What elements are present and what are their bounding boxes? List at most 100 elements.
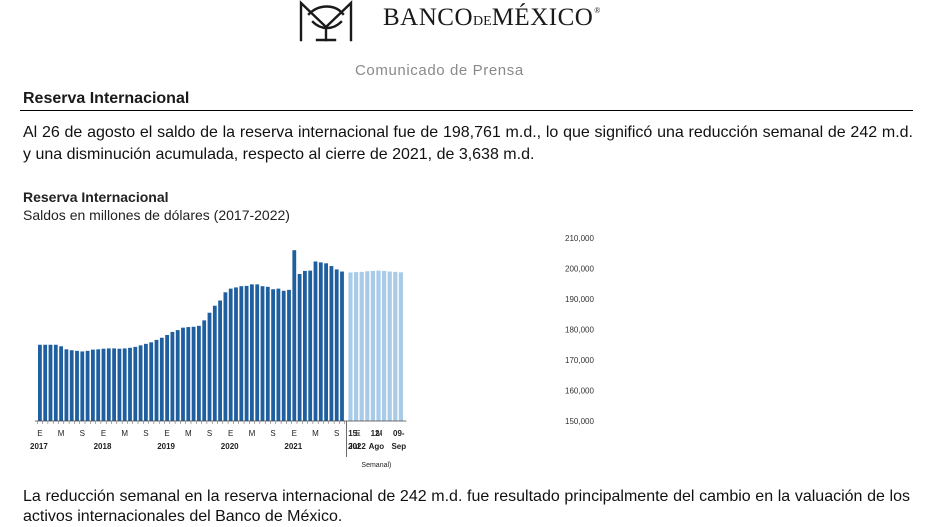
monthly-bar bbox=[170, 331, 175, 421]
weekly-label-day: 09- bbox=[393, 429, 405, 438]
x-tick-label: E bbox=[37, 429, 42, 438]
monthly-bar bbox=[149, 342, 154, 421]
monthly-bar bbox=[59, 346, 63, 421]
y-tick-label: 190,000 bbox=[565, 295, 594, 304]
weekly-label-day: 15- bbox=[348, 429, 360, 438]
y-tick-label: 210,000 bbox=[565, 234, 594, 243]
monthly-bar bbox=[244, 285, 249, 421]
weekly-bar bbox=[365, 271, 370, 421]
weekly-bar bbox=[382, 270, 387, 421]
monthly-bar bbox=[69, 350, 74, 421]
monthly-bar bbox=[186, 327, 191, 421]
monthly-bar bbox=[128, 347, 132, 421]
conclusion-paragraph: La reducción semanal en la reserva inter… bbox=[23, 488, 910, 525]
monthly-bar bbox=[53, 344, 58, 421]
monthly-bar bbox=[234, 287, 238, 421]
year-label: 2022 bbox=[348, 442, 366, 451]
year-label: 2017 bbox=[30, 442, 48, 451]
monthly-bar bbox=[159, 337, 164, 421]
y-tick-label: 200,000 bbox=[565, 265, 594, 274]
y-tick-label: 160,000 bbox=[565, 387, 594, 396]
monthly-bar bbox=[154, 339, 159, 421]
monthly-bar bbox=[313, 261, 318, 421]
monthly-bar bbox=[223, 292, 228, 421]
weekly-bar bbox=[393, 271, 398, 421]
monthly-bar bbox=[165, 334, 169, 421]
weekly-label-day: 12- bbox=[371, 429, 383, 438]
monthly-bar bbox=[112, 348, 116, 421]
monthly-bar bbox=[292, 250, 297, 421]
monthly-bar bbox=[122, 348, 127, 421]
monthly-bar bbox=[255, 284, 260, 421]
year-label: 2020 bbox=[221, 442, 239, 451]
monthly-bar bbox=[329, 266, 334, 421]
monthly-bar bbox=[117, 348, 122, 421]
section-divider bbox=[20, 110, 913, 111]
monthly-bar bbox=[318, 262, 323, 421]
monthly-bar bbox=[197, 325, 201, 421]
y-tick-label: 180,000 bbox=[565, 326, 594, 335]
weekly-label-month: Ago bbox=[369, 442, 385, 451]
weekly-bar bbox=[387, 271, 392, 421]
x-tick-label: S bbox=[143, 429, 148, 438]
x-tick-label: M bbox=[185, 429, 192, 438]
intro-paragraph: Al 26 de agosto el saldo de la reserva i… bbox=[23, 124, 913, 163]
weekly-bar bbox=[359, 271, 364, 421]
weekly-bar bbox=[354, 272, 359, 421]
monthly-bar bbox=[207, 312, 212, 421]
monthly-bar bbox=[250, 284, 254, 421]
section-title: Reserva Internacional bbox=[23, 90, 190, 107]
monthly-bar bbox=[133, 346, 138, 421]
weekly-caption: Semanal) bbox=[361, 462, 391, 469]
monthly-bar bbox=[276, 288, 281, 421]
monthly-bar bbox=[144, 343, 148, 421]
x-tick-label: E bbox=[292, 429, 297, 438]
x-tick-label: E bbox=[228, 429, 233, 438]
weekly-bar bbox=[376, 270, 381, 421]
monthly-bar bbox=[265, 286, 270, 421]
x-tick-label: S bbox=[334, 429, 339, 438]
x-tick-label: S bbox=[207, 429, 212, 438]
monthly-bar bbox=[43, 344, 48, 421]
x-tick-label: S bbox=[80, 429, 85, 438]
x-tick-label: M bbox=[58, 429, 65, 438]
weekly-bar bbox=[398, 272, 403, 421]
monthly-bar bbox=[239, 286, 244, 421]
monthly-bar bbox=[308, 270, 313, 421]
year-label: 2021 bbox=[284, 442, 302, 451]
chart-title: Reserva Internacional bbox=[23, 189, 169, 205]
monthly-bar bbox=[64, 349, 69, 421]
weekly-bar bbox=[348, 272, 353, 421]
registered-mark: ® bbox=[594, 6, 601, 15]
document-type: Comunicado de Prensa bbox=[355, 62, 524, 79]
x-tick-label: M bbox=[249, 429, 256, 438]
x-tick-label: M bbox=[312, 429, 319, 438]
monthly-bar bbox=[228, 288, 233, 421]
monthly-bar bbox=[202, 320, 207, 421]
monthly-bar bbox=[91, 349, 95, 421]
monthly-bar bbox=[80, 351, 85, 421]
y-tick-label: 150,000 bbox=[565, 417, 594, 426]
monthly-bar bbox=[106, 348, 111, 421]
monthly-bar bbox=[85, 350, 90, 421]
monthly-bar bbox=[75, 350, 79, 421]
year-label: 2019 bbox=[157, 442, 175, 451]
brand-small: DE bbox=[473, 14, 492, 29]
year-label: 2018 bbox=[94, 442, 112, 451]
monthly-bar bbox=[181, 327, 185, 421]
weekly-bar bbox=[370, 270, 375, 421]
x-tick-label: M bbox=[376, 429, 383, 438]
banco-de-mexico-logo-icon bbox=[299, 0, 353, 42]
weekly-label-month: Sep bbox=[391, 442, 406, 451]
y-tick-label: 170,000 bbox=[565, 356, 594, 365]
monthly-bar bbox=[297, 273, 302, 421]
brand-main: BANCO bbox=[383, 4, 474, 31]
monthly-bar bbox=[303, 270, 307, 421]
monthly-bar bbox=[260, 286, 265, 421]
monthly-bar bbox=[340, 271, 344, 421]
x-tick-label: S bbox=[270, 429, 275, 438]
monthly-bar bbox=[96, 349, 101, 421]
brand-name: BANCODEMÉXICO® bbox=[383, 4, 601, 32]
monthly-bar bbox=[175, 330, 180, 421]
monthly-bar bbox=[38, 344, 42, 421]
